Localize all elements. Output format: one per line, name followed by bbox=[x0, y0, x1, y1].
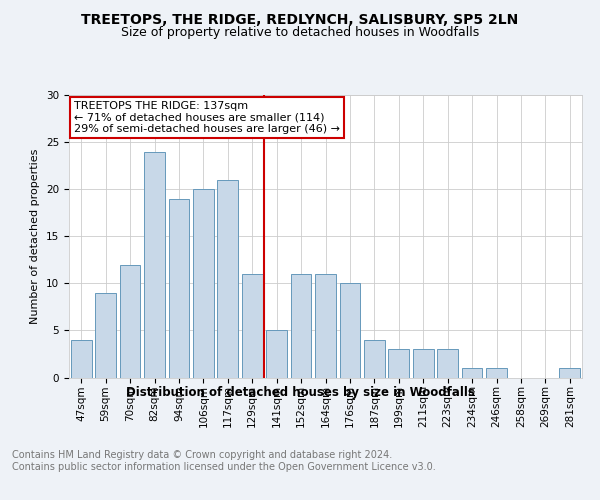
Bar bbox=[71, 340, 92, 378]
Bar bbox=[169, 198, 190, 378]
Text: Size of property relative to detached houses in Woodfalls: Size of property relative to detached ho… bbox=[121, 26, 479, 39]
Bar bbox=[437, 349, 458, 378]
Text: TREETOPS, THE RIDGE, REDLYNCH, SALISBURY, SP5 2LN: TREETOPS, THE RIDGE, REDLYNCH, SALISBURY… bbox=[82, 12, 518, 26]
Y-axis label: Number of detached properties: Number of detached properties bbox=[31, 148, 40, 324]
Bar bbox=[340, 284, 361, 378]
Text: Contains HM Land Registry data © Crown copyright and database right 2024.
Contai: Contains HM Land Registry data © Crown c… bbox=[12, 450, 436, 471]
Bar bbox=[242, 274, 263, 378]
Bar bbox=[364, 340, 385, 378]
Bar bbox=[559, 368, 580, 378]
Bar bbox=[144, 152, 165, 378]
Bar bbox=[217, 180, 238, 378]
Bar bbox=[266, 330, 287, 378]
Bar bbox=[193, 189, 214, 378]
Bar bbox=[413, 349, 434, 378]
Bar bbox=[119, 264, 140, 378]
Bar bbox=[290, 274, 311, 378]
Bar bbox=[315, 274, 336, 378]
Bar bbox=[486, 368, 507, 378]
Bar bbox=[461, 368, 482, 378]
Bar bbox=[95, 293, 116, 378]
Text: TREETOPS THE RIDGE: 137sqm
← 71% of detached houses are smaller (114)
29% of sem: TREETOPS THE RIDGE: 137sqm ← 71% of deta… bbox=[74, 100, 340, 134]
Text: Distribution of detached houses by size in Woodfalls: Distribution of detached houses by size … bbox=[125, 386, 475, 399]
Bar bbox=[388, 349, 409, 378]
